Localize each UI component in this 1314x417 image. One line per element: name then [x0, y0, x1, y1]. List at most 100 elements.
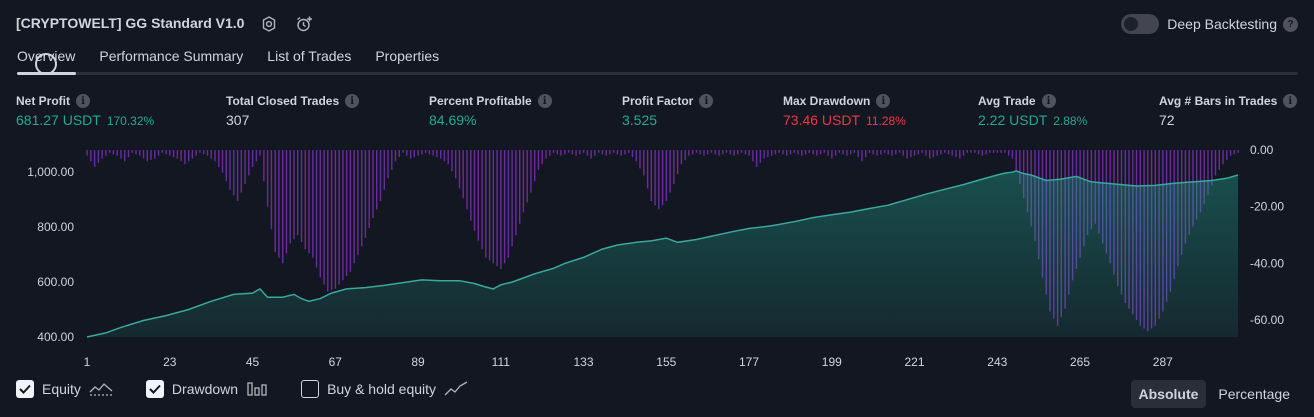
metric-value: 3.525: [622, 112, 658, 128]
buy-hold-checkbox[interactable]: [301, 380, 320, 398]
drawdown-bar: [1015, 150, 1017, 172]
drawdown-bar: [944, 150, 946, 153]
drawdown-bar: [804, 150, 807, 155]
drawdown-bar: [500, 150, 502, 269]
drawdown-bar: [293, 150, 295, 240]
info-icon[interactable]: i: [76, 94, 90, 108]
drawdown-bar: [643, 150, 645, 176]
drawdown-bar: [541, 150, 543, 165]
drawdown-bar: [530, 150, 532, 193]
drawdown-bar: [349, 150, 352, 272]
right-axis-tick-label: 0.00: [1250, 143, 1274, 157]
drawdown-bar: [631, 150, 634, 158]
drawdown-bar: [300, 150, 303, 243]
info-icon[interactable]: i: [1283, 94, 1298, 108]
drawdown-bar: [729, 150, 731, 155]
drawdown-bar: [962, 150, 965, 156]
metric-label: Net Profit: [16, 94, 70, 108]
drawdown-bar: [661, 150, 664, 206]
info-icon[interactable]: i: [876, 94, 891, 108]
help-icon[interactable]: ?: [1283, 16, 1298, 32]
line-chart-icon: [444, 381, 468, 397]
drawdown-bar: [466, 150, 468, 210]
tab-list-of-trades[interactable]: List of Trades: [267, 48, 352, 64]
drawdown-bar: [391, 150, 393, 170]
x-axis-tick-label: 265: [1070, 355, 1090, 369]
info-icon[interactable]: i: [537, 94, 552, 108]
drawdown-bar: [872, 150, 874, 155]
drawdown-bar: [853, 150, 856, 153]
x-axis-tick-label: 243: [987, 355, 1007, 369]
x-axis-tick-label: 177: [739, 355, 759, 369]
tab-performance-summary[interactable]: Performance Summary: [99, 48, 244, 64]
x-axis-tick-label: 155: [656, 355, 676, 369]
drawdown-checkbox[interactable]: [145, 380, 164, 398]
drawdown-bar: [594, 150, 596, 156]
drawdown-bar: [319, 150, 321, 278]
drawdown-bar: [312, 150, 314, 258]
drawdown-bar: [470, 150, 472, 221]
drawdown-bar: [440, 150, 442, 159]
drawdown-bar: [218, 150, 220, 167]
drawdown-bar: [353, 150, 355, 264]
drawdown-bar: [703, 150, 705, 156]
drawdown-bar: [451, 150, 453, 172]
legend-buy-hold[interactable]: Buy & hold equity: [301, 380, 468, 398]
drawdown-bar: [552, 150, 555, 153]
drawdown-bar: [443, 150, 446, 162]
tab-properties[interactable]: Properties: [375, 48, 440, 64]
drawdown-bar: [93, 150, 96, 167]
drawdown-bar: [620, 150, 622, 156]
drawdown-bar: [676, 150, 679, 175]
metric-label: Total Closed Trades: [226, 94, 340, 108]
drawdown-bar: [601, 150, 604, 155]
info-icon[interactable]: i: [345, 94, 360, 108]
drawdown-bar: [225, 150, 227, 182]
drawdown-bar: [579, 150, 581, 155]
x-axis-tick-label: 23: [163, 355, 177, 369]
info-icon[interactable]: i: [699, 94, 714, 108]
drawdown-bar: [639, 150, 641, 169]
gear-icon[interactable]: [260, 15, 278, 33]
legend-equity[interactable]: Equity: [16, 380, 113, 398]
x-axis-tick-label: 1: [84, 355, 91, 369]
legend-drawdown[interactable]: Drawdown: [145, 380, 268, 398]
percentage-button[interactable]: Percentage: [1218, 386, 1290, 402]
drawdown-bar: [180, 150, 182, 162]
drawdown-bar: [323, 150, 325, 285]
drawdown-bar: [782, 150, 784, 155]
drawdown-bar: [1207, 150, 1209, 196]
drawdown-bar: [752, 150, 754, 162]
metric-total-closed-trades: Total Closed Trades i 307: [226, 93, 360, 128]
info-icon[interactable]: i: [1041, 94, 1056, 108]
drawdown-bar: [545, 150, 547, 159]
metric-value: 73.46 USDT: [783, 112, 861, 128]
metric-label: Avg # Bars in Trades: [1159, 94, 1278, 108]
drawdown-bar: [932, 150, 935, 158]
legend-equity-label: Equity: [42, 381, 81, 397]
drawdown-bar: [462, 150, 464, 199]
drawdown-bar: [428, 150, 431, 155]
drawdown-bar: [609, 150, 611, 155]
drawdown-bar: [338, 150, 340, 285]
deep-backtesting-toggle[interactable]: [1121, 14, 1160, 34]
drawdown-bar: [116, 150, 118, 156]
drawdown-bar: [421, 150, 423, 155]
drawdown-bar: [827, 150, 829, 156]
right-axis-tick-label: -40.00: [1250, 256, 1284, 270]
absolute-button[interactable]: Absolute: [1130, 380, 1207, 408]
drawdown-bar: [684, 150, 686, 160]
drawdown-bar: [635, 150, 637, 162]
drawdown-bar: [737, 150, 739, 155]
drawdown-bar: [755, 150, 758, 167]
metric-value: 2.22 USDT: [978, 112, 1048, 128]
drawdown-bar: [774, 150, 777, 155]
drawdown-bar: [763, 150, 765, 159]
drawdown-bar: [748, 150, 750, 156]
alarm-plus-icon[interactable]: [295, 15, 313, 33]
equity-checkbox[interactable]: [16, 380, 34, 398]
drawdown-bar: [383, 150, 385, 190]
equity-drawdown-chart[interactable]: 400.00 600.00 800.00 1,000.00 0.00 -20.00 -40.…: [0, 140, 1314, 375]
metric-label: Avg Trade: [978, 94, 1036, 108]
drawdown-bar: [477, 150, 479, 241]
